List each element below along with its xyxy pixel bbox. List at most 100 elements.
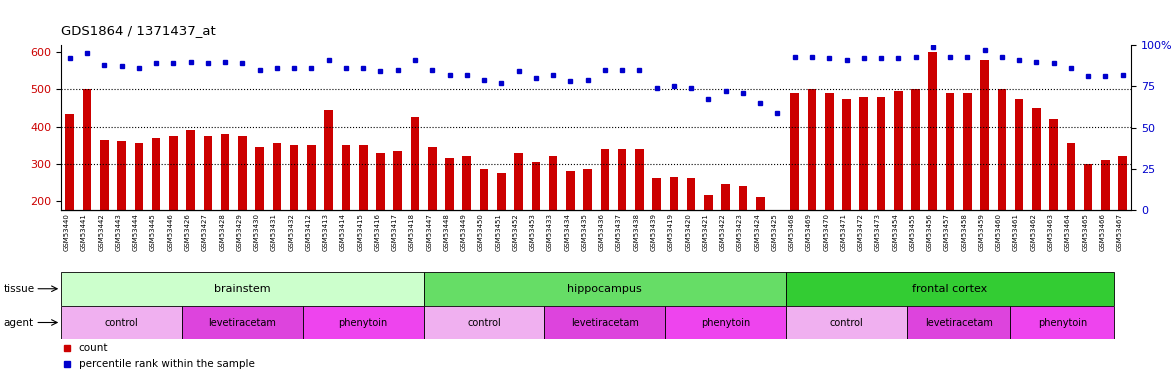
Text: GSM53418: GSM53418 (409, 213, 415, 251)
Text: GSM53423: GSM53423 (737, 213, 743, 251)
Text: GSM53439: GSM53439 (650, 213, 656, 251)
Text: GSM53449: GSM53449 (461, 213, 467, 251)
Text: GSM53426: GSM53426 (185, 213, 191, 251)
Bar (687, 178, 695, 275)
Text: GSM53434: GSM53434 (564, 213, 570, 251)
Text: hippocampus: hippocampus (568, 284, 642, 294)
Bar (946, 93, 955, 275)
Text: GSM53467: GSM53467 (1117, 213, 1123, 251)
Bar (325, 110, 333, 275)
Text: phenytoin: phenytoin (1037, 318, 1087, 327)
Text: GSM53425: GSM53425 (771, 213, 777, 251)
Bar (824, 93, 834, 275)
Bar (929, 53, 937, 275)
Text: phenytoin: phenytoin (339, 318, 388, 327)
Text: levetiracetam: levetiracetam (570, 318, 639, 327)
Text: GSM53457: GSM53457 (944, 213, 950, 251)
Bar (773, 210, 782, 275)
Bar (152, 138, 160, 275)
Text: GSM53458: GSM53458 (961, 213, 968, 251)
Bar (169, 136, 178, 275)
Bar (842, 99, 850, 275)
Bar (359, 145, 368, 275)
Bar (532, 162, 540, 275)
Bar (100, 140, 108, 275)
Text: GSM53462: GSM53462 (1030, 213, 1036, 251)
Bar (669, 177, 679, 275)
Bar (981, 60, 989, 275)
Bar (66, 114, 74, 275)
Text: GSM53416: GSM53416 (374, 213, 381, 251)
Text: GSM53438: GSM53438 (634, 213, 640, 251)
Text: agent: agent (4, 318, 34, 327)
Bar (221, 134, 229, 275)
Text: GSM53443: GSM53443 (115, 213, 121, 251)
Text: GSM53471: GSM53471 (841, 213, 847, 251)
Text: GSM53419: GSM53419 (668, 213, 674, 251)
Text: count: count (79, 343, 108, 353)
Text: GSM53469: GSM53469 (806, 213, 811, 251)
Bar (423, 272, 786, 306)
Bar (963, 93, 971, 275)
Text: control: control (829, 318, 863, 327)
Text: GSM53454: GSM53454 (893, 213, 898, 251)
Text: tissue: tissue (4, 284, 34, 294)
Text: GSM53417: GSM53417 (392, 213, 397, 251)
Bar (601, 149, 609, 275)
Text: GSM53452: GSM53452 (513, 213, 519, 251)
Bar (894, 92, 903, 275)
Text: GSM53445: GSM53445 (151, 213, 156, 251)
Text: GSM53414: GSM53414 (340, 213, 346, 251)
Text: GSM53450: GSM53450 (477, 213, 485, 251)
Text: GSM53451: GSM53451 (495, 213, 501, 251)
Bar (583, 169, 592, 275)
Text: GSM53456: GSM53456 (927, 213, 933, 251)
Bar (790, 93, 799, 275)
Bar (446, 158, 454, 275)
Text: GSM53413: GSM53413 (322, 213, 328, 251)
Bar (1010, 306, 1114, 339)
Text: GSM53464: GSM53464 (1065, 213, 1071, 251)
Text: phenytoin: phenytoin (701, 318, 750, 327)
Bar (514, 153, 523, 275)
Text: GSM53432: GSM53432 (288, 213, 294, 251)
Text: GSM53446: GSM53446 (167, 213, 173, 251)
Bar (342, 145, 350, 275)
Text: GSM53433: GSM53433 (547, 213, 553, 251)
Text: GSM53440: GSM53440 (64, 213, 69, 251)
Bar (1084, 164, 1093, 275)
Bar (907, 306, 1010, 339)
Text: GSM53437: GSM53437 (616, 213, 622, 251)
Bar (544, 306, 666, 339)
Bar (653, 178, 661, 275)
Bar (860, 97, 868, 275)
Bar (721, 184, 730, 275)
Bar (739, 186, 747, 275)
Text: GSM53465: GSM53465 (1082, 213, 1088, 251)
Bar (428, 147, 436, 275)
Bar (307, 145, 315, 275)
Text: GSM53447: GSM53447 (426, 213, 433, 251)
Bar (61, 306, 182, 339)
Bar (82, 90, 92, 275)
Text: percentile rank within the sample: percentile rank within the sample (79, 359, 255, 369)
Text: GSM53427: GSM53427 (202, 213, 208, 251)
Text: GSM53431: GSM53431 (270, 213, 276, 251)
Text: GSM53415: GSM53415 (358, 213, 363, 251)
Text: GSM53429: GSM53429 (236, 213, 242, 251)
Text: GSM53444: GSM53444 (133, 213, 139, 251)
Text: GSM53461: GSM53461 (1013, 213, 1020, 251)
Bar (1067, 143, 1075, 275)
Bar (186, 130, 195, 275)
Text: GSM53448: GSM53448 (443, 213, 449, 251)
Bar (786, 306, 907, 339)
Text: control: control (467, 318, 501, 327)
Bar (808, 90, 816, 275)
Bar (273, 143, 281, 275)
Bar (1033, 108, 1041, 275)
Text: GSM53459: GSM53459 (978, 213, 984, 251)
Bar (566, 171, 575, 275)
Text: GSM53428: GSM53428 (219, 213, 225, 251)
Bar (182, 306, 302, 339)
Text: GSM53463: GSM53463 (1048, 213, 1054, 251)
